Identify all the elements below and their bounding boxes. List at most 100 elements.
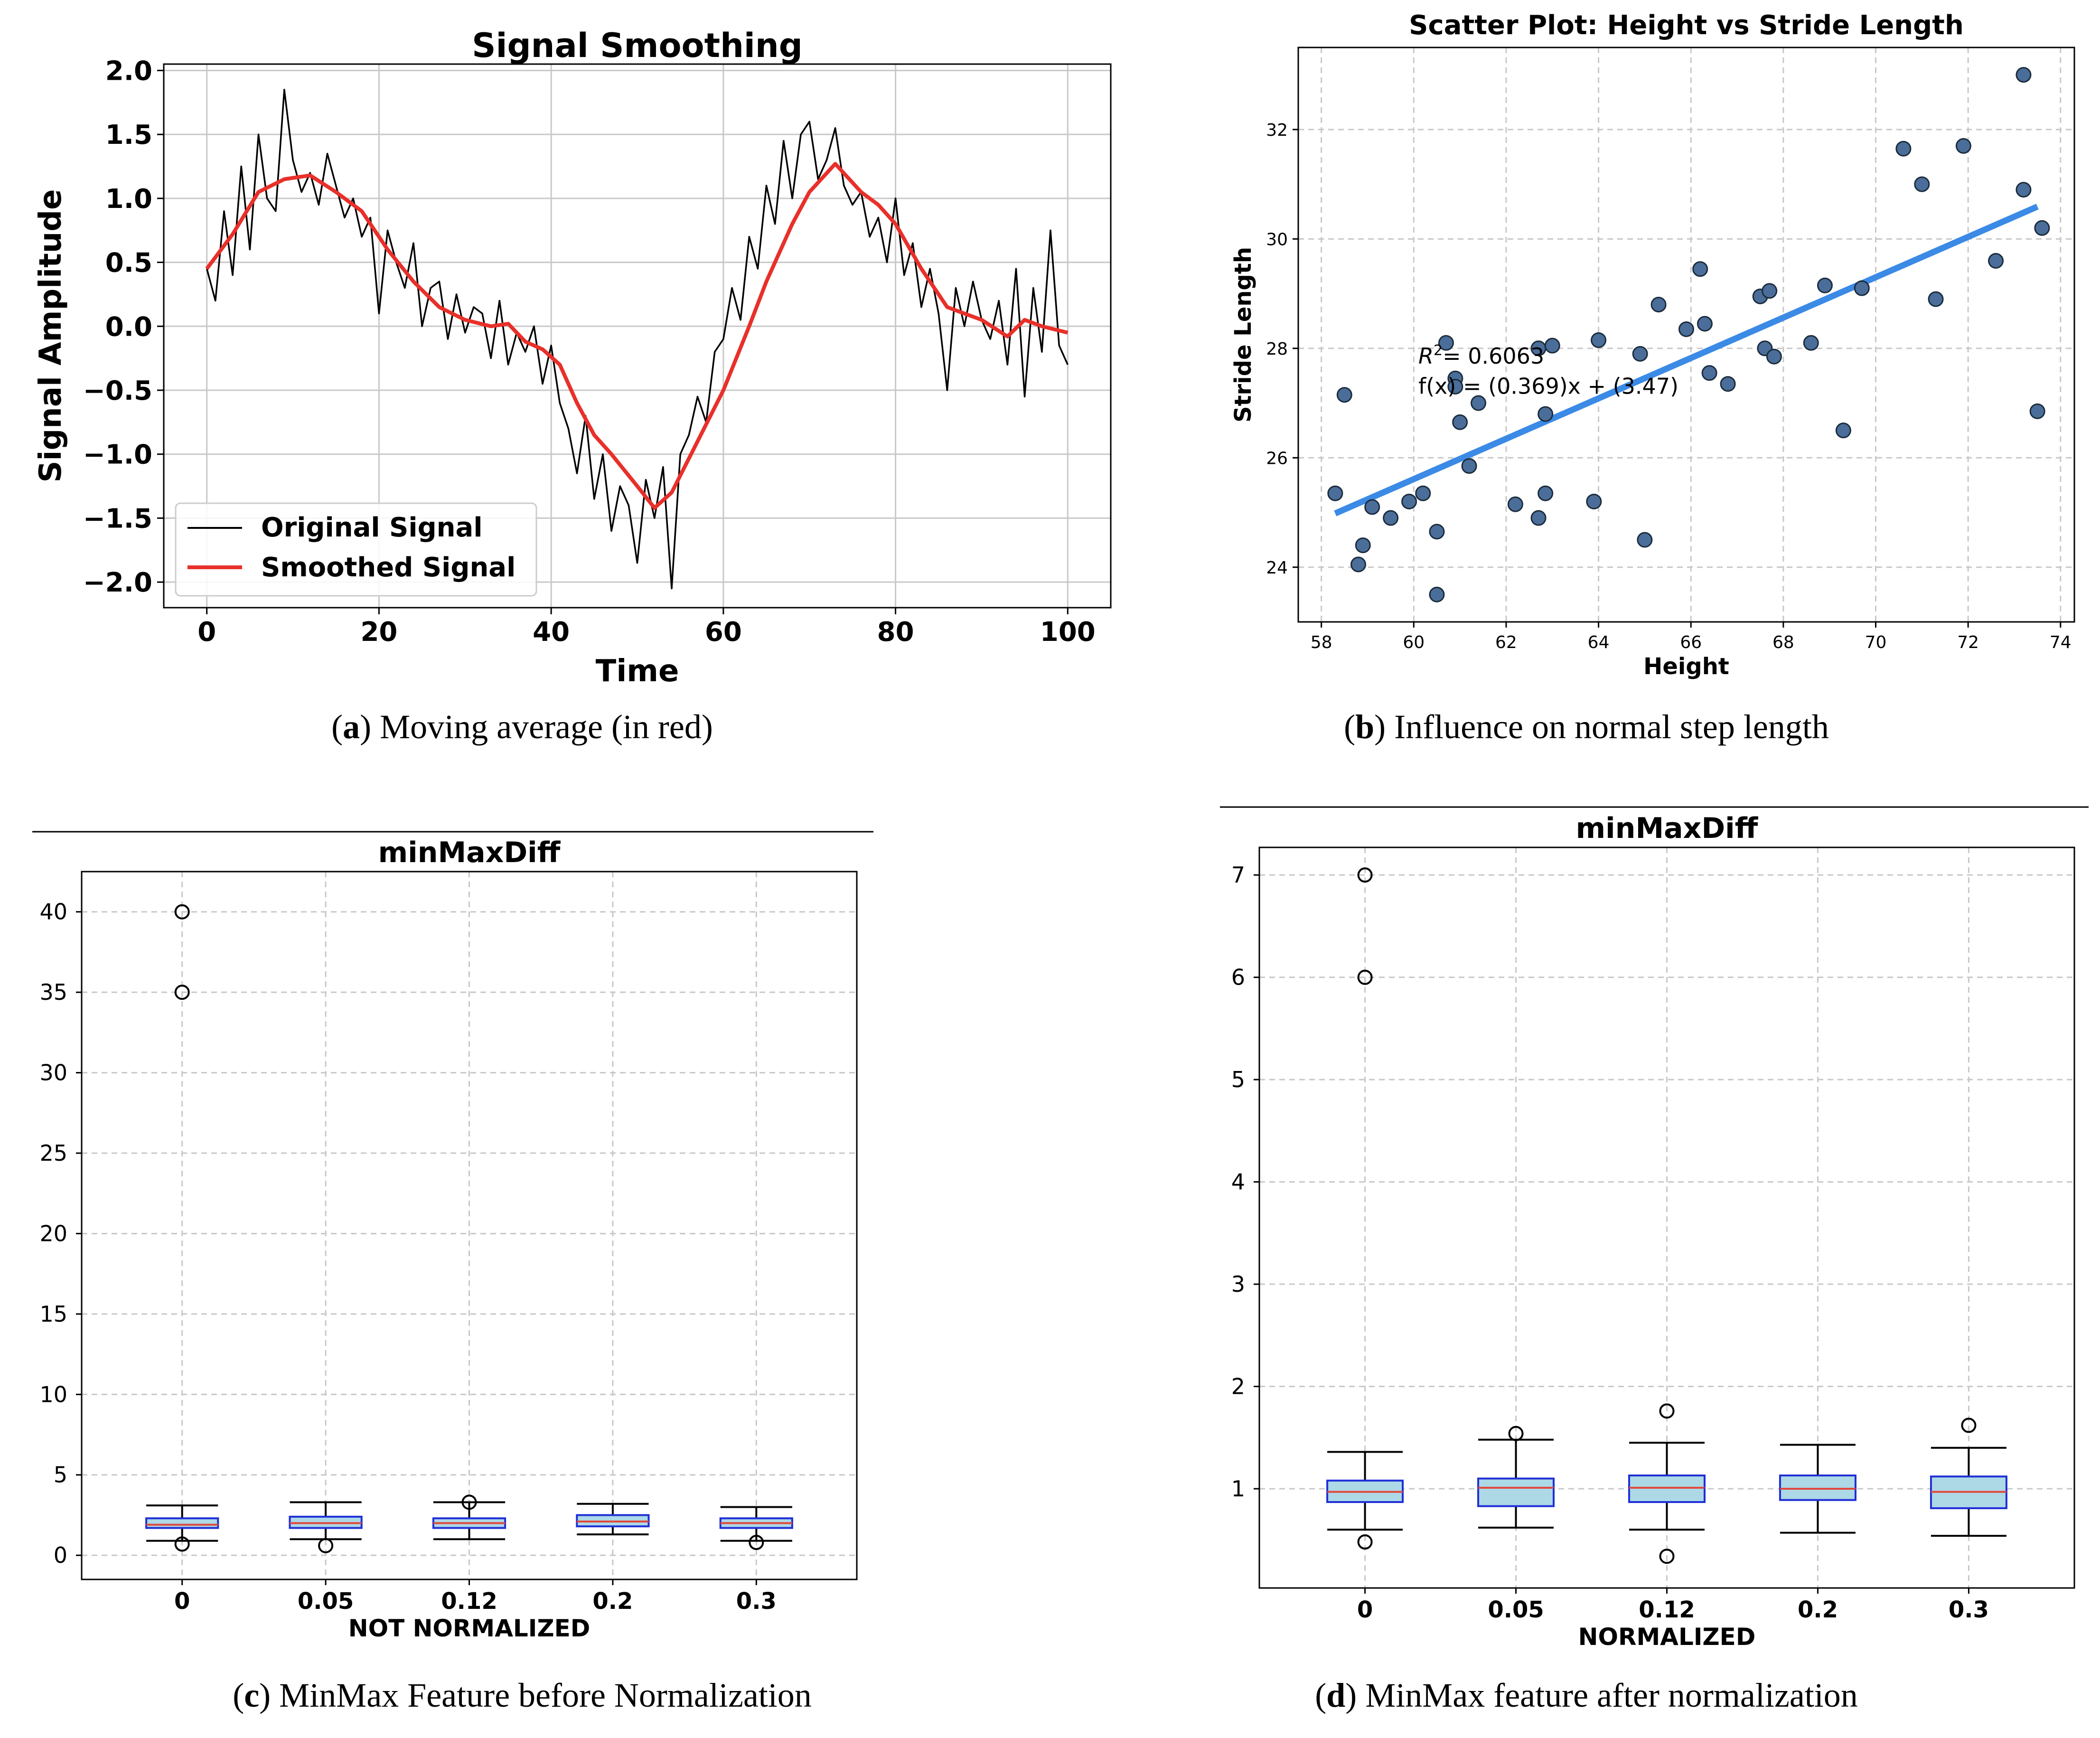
y-tick-label-c: 35 bbox=[39, 979, 67, 1005]
outlier bbox=[174, 985, 190, 1000]
y-tick-label-c: 0 bbox=[54, 1542, 67, 1568]
x-tick-label-a: 60 bbox=[705, 617, 742, 648]
x-tick-label-b: 70 bbox=[1865, 633, 1887, 652]
scatter-point bbox=[1438, 335, 1454, 351]
scatter-point bbox=[1678, 321, 1694, 337]
scatter-point bbox=[1544, 338, 1560, 354]
y-axis-label-a: Signal Amplitude bbox=[33, 189, 68, 482]
y-tick-label-a: 1.5 bbox=[105, 120, 152, 150]
x-axis-label-a: Time bbox=[596, 654, 679, 689]
box-d-4 bbox=[1930, 1418, 2007, 1537]
box-d-1 bbox=[1477, 1426, 1555, 1529]
y-tick-label-d: 1 bbox=[1231, 1476, 1245, 1502]
outlier bbox=[461, 1494, 477, 1510]
y-tick-label-c: 20 bbox=[39, 1221, 67, 1246]
chart-d: 1 2 3 4 5 6 7 0 0.05 0.12 0.2 0.3 minMaxDiff NORMALIZ… bbox=[1220, 806, 2089, 1651]
legend-a: Original Signal Smoothed Signal bbox=[175, 502, 537, 597]
x-tick-label-d: 0.2 bbox=[1798, 1597, 1838, 1623]
box-c-1 bbox=[289, 1501, 363, 1553]
x-tick-label-a: 100 bbox=[1040, 617, 1096, 648]
scatter-point bbox=[1895, 141, 1912, 157]
chart-title-b: Scatter Plot: Height vs Stride Length bbox=[1409, 10, 1964, 41]
x-tick-label-a: 20 bbox=[360, 617, 397, 648]
y-tick-label-a: 2.0 bbox=[105, 56, 152, 86]
scatter-point bbox=[1429, 524, 1445, 540]
scatter-point bbox=[1803, 335, 1819, 351]
scatter-point bbox=[1766, 348, 1782, 365]
box-d-0 bbox=[1326, 867, 1404, 1550]
x-tick-label-a: 0 bbox=[197, 617, 216, 648]
y-tick-label-d: 4 bbox=[1231, 1169, 1245, 1195]
box-c-4 bbox=[719, 1506, 793, 1550]
y-tick-label-a: 1.0 bbox=[105, 184, 152, 215]
scatter-point bbox=[1507, 496, 1523, 512]
x-tick-label-b: 62 bbox=[1495, 633, 1517, 652]
scatter-point bbox=[1650, 297, 1667, 313]
scatter-point bbox=[1955, 138, 1971, 154]
plot-frame-d bbox=[1258, 846, 2075, 1589]
chart-title-c: minMaxDiff bbox=[378, 836, 561, 869]
outlier bbox=[174, 904, 190, 920]
x-tick-label-a: 40 bbox=[533, 617, 570, 648]
y-axis-label-b: Stride Length bbox=[1230, 247, 1256, 423]
scatter-point bbox=[1447, 378, 1463, 395]
y-tick-label-c: 30 bbox=[39, 1060, 67, 1086]
chart-a: 0 20 40 60 80 100 −2.0 −1.5 −1.0 −0.5 0.0 0.5 1.0 1.5… bbox=[33, 26, 1112, 689]
scatter-point bbox=[2034, 220, 2050, 236]
y-tick-label-c: 5 bbox=[54, 1462, 67, 1488]
y-tick-label-a: 0.0 bbox=[105, 311, 152, 342]
scatter-point bbox=[1914, 176, 1930, 192]
box-c-0 bbox=[145, 904, 219, 1552]
caption-b: (b) Influence on normal step length bbox=[1344, 708, 1829, 746]
outlier bbox=[318, 1538, 334, 1553]
outlier bbox=[1961, 1418, 1977, 1433]
x-tick-label-b: 68 bbox=[1772, 633, 1794, 652]
scatter-point bbox=[1835, 423, 1851, 439]
scatter-point bbox=[1697, 316, 1713, 332]
chart-c: 0 5 10 15 20 25 30 35 40 0 0.05 0.12 0.2 0.3 minMaxDif… bbox=[32, 831, 873, 1642]
x-tick-label-b: 74 bbox=[2050, 633, 2072, 652]
plot-frame-b bbox=[1297, 47, 2075, 623]
x-tick-label-c: 0.05 bbox=[298, 1588, 354, 1615]
scatter-point bbox=[1591, 332, 1607, 348]
annotation-r2-symbol: R bbox=[1418, 343, 1434, 369]
y-tick-label-a: −1.0 bbox=[83, 440, 152, 470]
scatter-point bbox=[1538, 485, 1554, 501]
box-c-3 bbox=[576, 1503, 650, 1536]
x-axis-label-d: NORMALIZED bbox=[1578, 1623, 1756, 1651]
scatter-point bbox=[1401, 493, 1417, 509]
scatter-point bbox=[1854, 280, 1870, 296]
caption-a: (a) Moving average (in red) bbox=[331, 708, 713, 746]
outlier bbox=[174, 1536, 190, 1552]
scatter-point bbox=[1336, 387, 1352, 403]
y-tick-label-b: 28 bbox=[1266, 339, 1288, 359]
y-tick-label-c: 15 bbox=[39, 1301, 67, 1327]
legend-box-a bbox=[175, 502, 537, 597]
annotation-r2-sup: 2 bbox=[1434, 342, 1443, 359]
y-tick-label-d: 5 bbox=[1231, 1067, 1245, 1092]
outlier bbox=[1357, 867, 1373, 883]
scatter-point bbox=[1364, 499, 1380, 515]
legend-label-smoothed: Smoothed Signal bbox=[261, 552, 516, 583]
scatter-point bbox=[1692, 261, 1708, 277]
y-tick-label-d: 3 bbox=[1231, 1271, 1245, 1297]
x-tick-label-c: 0.2 bbox=[592, 1588, 633, 1615]
scatter-point bbox=[1928, 291, 1944, 307]
outlier bbox=[1508, 1426, 1524, 1441]
scatter-point bbox=[1355, 537, 1371, 554]
x-tick-label-c: 0.3 bbox=[736, 1588, 777, 1615]
scatter-point bbox=[1415, 485, 1431, 501]
scatter-point bbox=[1586, 493, 1602, 509]
caption-d: (d) MinMax feature after normalization bbox=[1315, 1676, 1858, 1714]
caption-c: (c) MinMax Feature before Normalization bbox=[233, 1676, 812, 1714]
outlier bbox=[1659, 1549, 1675, 1564]
x-tick-label-c: 0.12 bbox=[441, 1588, 497, 1615]
scatter-point bbox=[1762, 283, 1778, 299]
y-tick-label-b: 24 bbox=[1266, 558, 1288, 578]
annotation-r2: R2= 0.6063 bbox=[1418, 342, 1544, 369]
scatter-point bbox=[1530, 510, 1547, 526]
x-axis-label-c: NOT NORMALIZED bbox=[348, 1615, 591, 1642]
box-iqr bbox=[1477, 1477, 1555, 1507]
scatter-point bbox=[1452, 414, 1468, 430]
